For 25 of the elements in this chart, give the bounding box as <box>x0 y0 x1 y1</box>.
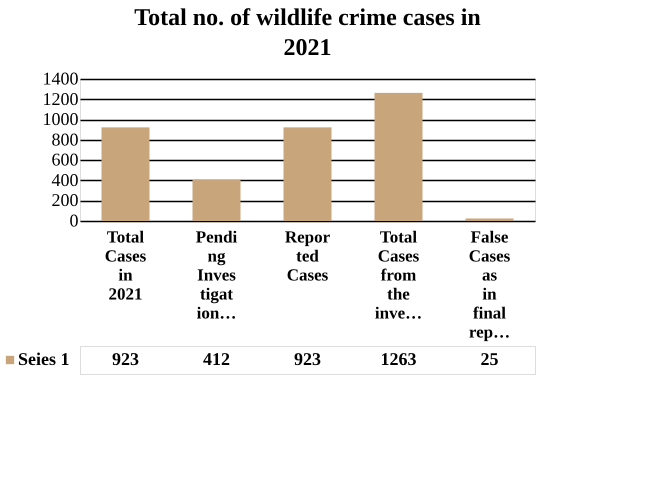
y-tick-label: 1000 <box>42 109 78 130</box>
x-tick-label: Total Cases in 2021 <box>104 228 147 304</box>
x-tick-label: False Cases as in final rep… <box>468 228 511 342</box>
data-label: 25 <box>480 349 498 369</box>
bar <box>284 127 332 221</box>
bar <box>102 127 150 221</box>
data-label: 923 <box>112 349 139 369</box>
y-tick-label: 0 <box>70 210 78 230</box>
bar <box>374 92 422 221</box>
y-tick-label: 200 <box>52 190 78 210</box>
y-tick-label: 800 <box>52 129 78 150</box>
chart-title: Total no. of wildlife crime cases in 2021 <box>134 5 481 61</box>
legend-label: Seies 1 <box>18 349 70 369</box>
x-tick-label: Reported Cases <box>284 228 331 284</box>
y-tick-label: 400 <box>52 170 78 190</box>
y-tick-label: 1200 <box>42 88 78 109</box>
data-label: 412 <box>203 349 230 369</box>
bar <box>466 218 514 221</box>
data-label: 1263 <box>380 349 416 369</box>
data-label: 923 <box>294 349 321 369</box>
x-tick-label: Pending Investigation… <box>196 228 238 322</box>
bar <box>192 179 240 221</box>
y-tick-label: 600 <box>52 150 78 170</box>
y-tick-label: 1400 <box>42 68 78 88</box>
x-tick-label: Total Cases from the inve… <box>374 228 422 322</box>
